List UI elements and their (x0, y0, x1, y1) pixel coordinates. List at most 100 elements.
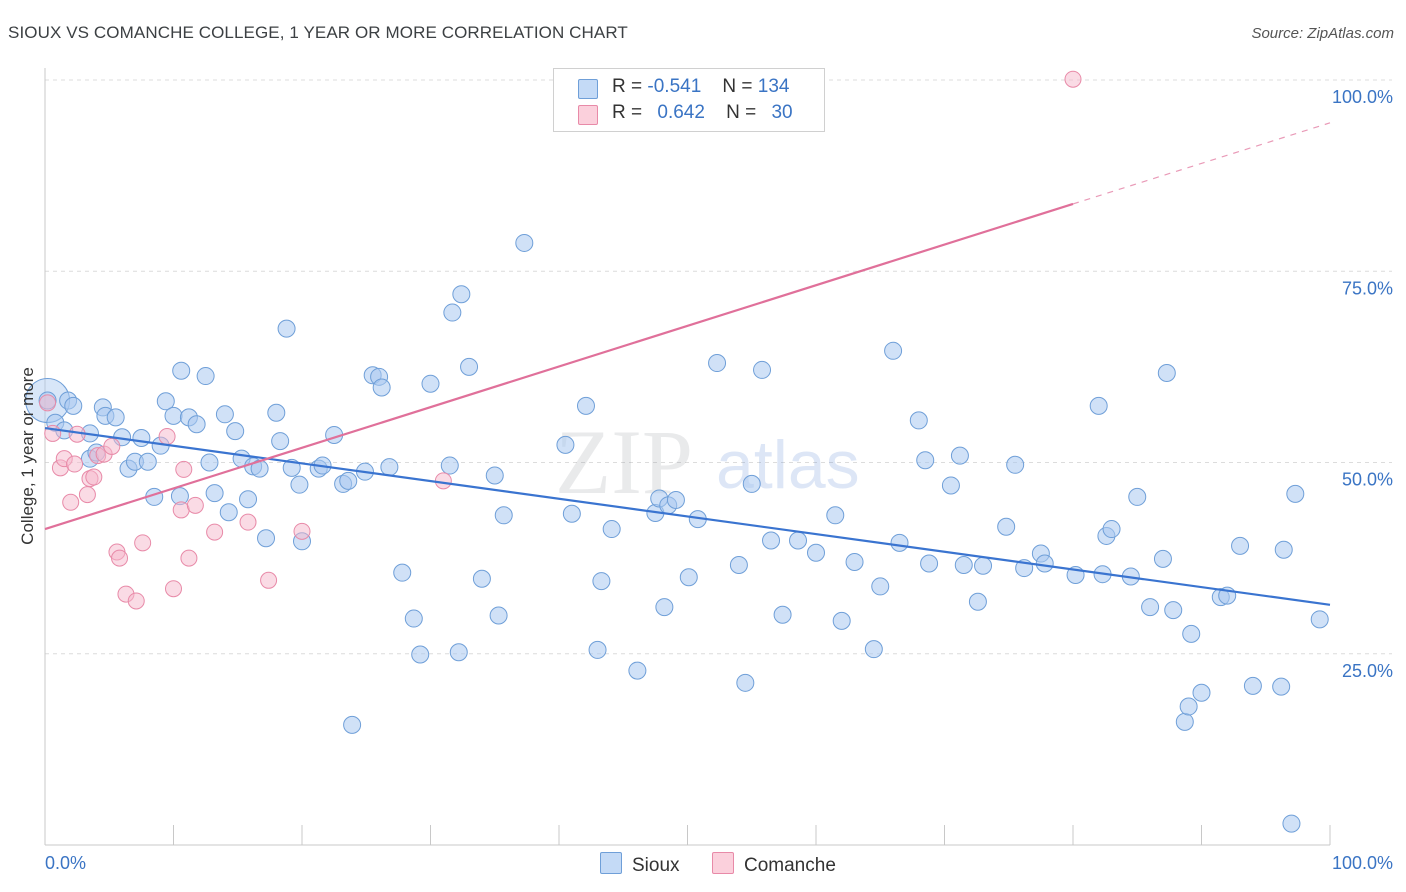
comanche-point (134, 534, 152, 552)
sioux-point (1006, 455, 1025, 474)
sioux-point (452, 285, 471, 304)
sioux-point (411, 645, 430, 664)
comanche-point (85, 468, 103, 486)
sioux-point (708, 354, 727, 373)
sioux-point (864, 640, 883, 659)
legend-n-value-comanche: 30 (771, 102, 793, 123)
trend-lines (44, 122, 1331, 606)
comanche-point (66, 455, 84, 473)
sioux-point (832, 611, 851, 630)
comanche-point (39, 394, 57, 412)
sioux-point (773, 605, 792, 624)
sioux-point (920, 554, 939, 573)
bottom-legend-swatch-comanche (712, 852, 734, 874)
sioux-point (343, 715, 362, 734)
comanche-point (180, 549, 198, 567)
comanche-trend-extension (1072, 122, 1331, 205)
sioux-point (826, 506, 845, 525)
comanche-point (103, 437, 121, 455)
sioux-point (219, 503, 238, 522)
sioux-point (1310, 610, 1329, 629)
sioux-point (485, 466, 504, 485)
sioux-point (890, 533, 909, 552)
comanche-point (434, 472, 452, 490)
comanche-point (127, 592, 145, 610)
sioux-point (239, 490, 258, 509)
sioux-point (762, 531, 781, 550)
sioux-point (1164, 601, 1183, 620)
x-tick-label: 0.0% (45, 853, 86, 873)
sioux-point (968, 592, 987, 611)
sioux-point (421, 374, 440, 393)
sioux-point (449, 643, 468, 662)
sioux-point (807, 543, 825, 562)
legend-n-label: N = (722, 76, 753, 97)
watermark: ZIP atlas (555, 411, 860, 513)
sioux-point (200, 453, 219, 472)
comanche-point (165, 580, 182, 598)
sioux-point (679, 568, 698, 587)
sioux-point (1182, 624, 1201, 643)
sioux-point (1243, 676, 1262, 695)
comanche-point (62, 493, 80, 511)
sioux-point (871, 577, 890, 596)
comanche-points (39, 70, 1082, 610)
legend-r-label: R = (612, 102, 643, 123)
sioux-point (460, 357, 479, 376)
sioux-point (628, 661, 647, 680)
sioux-point (1231, 536, 1250, 555)
sioux-point (1128, 487, 1147, 506)
sioux-point (1089, 396, 1108, 415)
sioux-point (742, 474, 761, 493)
sioux-point (489, 606, 508, 625)
bottom-legend-sioux: Sioux (600, 852, 680, 877)
sioux-trend-line (44, 426, 1331, 606)
sioux-point (1272, 677, 1291, 696)
sioux-point (132, 429, 151, 448)
sioux-point (1179, 697, 1198, 716)
sioux-point (440, 456, 459, 475)
legend-swatch-sioux (578, 79, 598, 99)
sioux-point (1153, 549, 1172, 568)
watermark-atlas: atlas (716, 427, 860, 503)
comanche-point (293, 522, 311, 540)
legend-r-label: R = (612, 76, 643, 97)
sioux-point (602, 520, 621, 539)
sioux-point (380, 458, 399, 477)
comanche-point (172, 501, 190, 519)
sioux-point (515, 233, 534, 252)
sioux-point (666, 490, 685, 509)
bottom-legend-comanche: Comanche (712, 852, 836, 877)
bottom-legend-label-sioux: Sioux (632, 855, 680, 876)
sioux-point (909, 411, 928, 430)
comanche-point (206, 523, 224, 541)
sioux-point (655, 598, 674, 617)
sioux-point (64, 396, 83, 415)
sioux-point (494, 506, 513, 525)
sioux-point (1141, 598, 1160, 617)
sioux-point (277, 319, 296, 338)
sioux-point (226, 422, 245, 441)
sioux-point (205, 484, 224, 503)
tick-labels: 25.0% 50.0% 75.0% 100.0% 0.0% 100.0% (45, 87, 1393, 873)
sioux-point (954, 556, 973, 575)
sioux-point (789, 531, 808, 550)
sioux-point (443, 303, 462, 322)
legend-r-value-comanche: 0.642 (657, 102, 705, 123)
sioux-point (556, 435, 575, 454)
y-tick-label: 25.0% (1342, 661, 1393, 681)
sioux-point (1102, 520, 1121, 539)
sioux-point (729, 556, 748, 575)
sioux-point (950, 446, 969, 465)
comanche-point (1064, 70, 1082, 88)
sioux-point (339, 471, 358, 490)
sioux-point (884, 341, 903, 360)
sioux-point (257, 529, 276, 548)
sioux-point (974, 556, 993, 575)
comanche-point (158, 427, 176, 445)
sioux-point (1157, 363, 1176, 382)
sioux-point (941, 476, 960, 495)
sioux-points (25, 233, 1329, 833)
sioux-point (997, 517, 1016, 536)
sioux-point (1035, 554, 1054, 573)
